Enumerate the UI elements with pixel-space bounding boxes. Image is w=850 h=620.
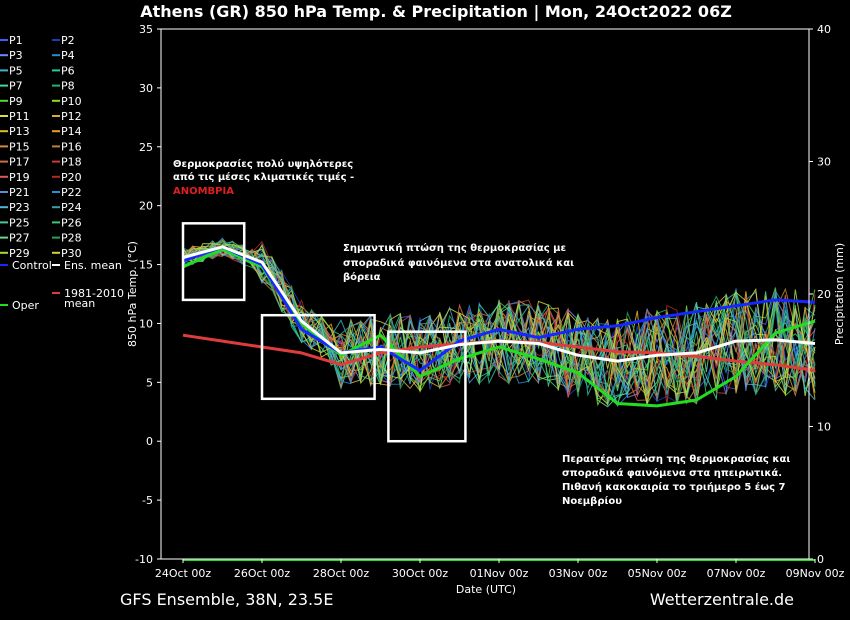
y2-tick-label: 10 xyxy=(817,421,831,434)
legend-item-p18: P18 xyxy=(61,156,82,169)
annotation-2-line-2: σποραδικά φαινόμενα στα ανατολικά και xyxy=(343,257,574,269)
plot-frame xyxy=(160,28,810,560)
legend-item-p29: P29 xyxy=(9,247,30,260)
x-tick-label: 26Oct 00z xyxy=(234,567,291,580)
highlighted-series xyxy=(182,245,816,561)
legend-item-p28: P28 xyxy=(61,232,82,245)
y-tick-label: 15 xyxy=(139,259,153,272)
model-caption: GFS Ensemble, 38N, 23.5E xyxy=(120,590,333,609)
y-tick-label: 20 xyxy=(139,200,153,213)
x-tick-label: 28Oct 00z xyxy=(313,567,370,580)
highlight-box-2 xyxy=(260,313,376,401)
series-line-p27 xyxy=(182,244,816,408)
annotation-2: Σημαντική πτώση της θερμοκρασίας με σπορ… xyxy=(343,242,574,283)
series-line-control xyxy=(182,245,816,373)
legend-item-p23: P23 xyxy=(9,201,30,214)
legend-item-p12: P12 xyxy=(61,110,82,123)
legend-item-p21: P21 xyxy=(9,186,30,199)
y2-axis-label: Precipitation (mm) xyxy=(833,243,846,345)
legend-item-p7: P7 xyxy=(9,80,23,93)
y2-tick-label: 40 xyxy=(817,23,831,36)
annotation-3-line-4: Νοεμβρίου xyxy=(562,495,622,507)
legend-item-p3: P3 xyxy=(9,49,23,62)
legend-item-p1: P1 xyxy=(9,34,23,47)
legend-item-oper: Oper xyxy=(12,299,39,312)
y-tick-label: 35 xyxy=(139,23,153,36)
annotation-3: Περαιτέρω πτώση της θερμοκρασίας και σπο… xyxy=(562,453,790,507)
annotation-1-line-2: από τις μέσες κλιματικές τιμές - xyxy=(173,171,354,183)
y2-tick-label: 20 xyxy=(817,288,831,301)
y-tick-label: 0 xyxy=(146,435,153,448)
y2-axis-ticks: 0 10 20 30 40 xyxy=(809,23,831,566)
annotation-3-line-1: Περαιτέρω πτώση της θερμοκρασίας και xyxy=(562,453,790,465)
y2-tick-label: 30 xyxy=(817,156,831,169)
y-tick-label: -5 xyxy=(142,494,153,507)
x-tick-label: 03Nov 00z xyxy=(549,567,608,580)
y-axis-ticks: -10 -5 0 5 10 15 20 25 30 35 xyxy=(135,23,161,566)
x-tick-label: 09Nov 00z xyxy=(786,567,845,580)
legend-item-p6: P6 xyxy=(61,64,75,77)
series-line-ens-mean xyxy=(182,245,816,363)
annotation-3-line-2: σποραδικά φαινόμενα στα ηπειρωτικά. xyxy=(562,467,782,479)
legend-item-p15: P15 xyxy=(9,140,30,153)
highlight-box-3 xyxy=(387,330,467,443)
site-caption: Wetterzentrale.de xyxy=(650,590,794,609)
highlight-boxes xyxy=(181,222,467,443)
legend-item-p2: P2 xyxy=(61,34,75,47)
annotation-1: Θερμοκρασίες πολύ υψηλότερες από τις μέσ… xyxy=(173,158,354,197)
x-tick-label: 05Nov 00z xyxy=(628,567,687,580)
legend-item-p14: P14 xyxy=(61,125,82,138)
legend-item-p9: P9 xyxy=(9,95,23,108)
legend-item-p19: P19 xyxy=(9,171,30,184)
legend-item-p22: P22 xyxy=(61,186,82,199)
legend-item-p26: P26 xyxy=(61,216,82,229)
y-tick-label: -10 xyxy=(135,553,153,566)
annotation-1-line-1: Θερμοκρασίες πολύ υψηλότερες xyxy=(173,158,353,170)
y-tick-label: 10 xyxy=(139,317,153,330)
annotation-1-line-3: ΑΝΟΜΒΡΙΑ xyxy=(173,186,234,197)
x-axis-label: Date (UTC) xyxy=(456,583,516,596)
legend-item-p27: P27 xyxy=(9,232,30,245)
legend-item-p16: P16 xyxy=(61,140,82,153)
y-axis-label: 850 hPa Temp. (°C) xyxy=(126,241,139,347)
chart-title: Athens (GR) 850 hPa Temp. & Precipitatio… xyxy=(140,2,732,22)
legend-item-p5: P5 xyxy=(9,64,23,77)
y-tick-label: 5 xyxy=(146,376,153,389)
legend-item-ens-mean: Ens. mean xyxy=(64,259,122,272)
legend-item-p30: P30 xyxy=(61,247,82,260)
highlight-box-1 xyxy=(181,222,246,302)
x-tick-label: 30Oct 00z xyxy=(392,567,449,580)
series-line-p28 xyxy=(182,238,816,407)
legend-item-p24: P24 xyxy=(61,201,82,214)
legend-item-p13: P13 xyxy=(9,125,30,138)
annotation-2-line-3: βόρεια xyxy=(343,271,381,283)
legend-item-p4: P4 xyxy=(61,49,75,62)
y2-tick-label: 0 xyxy=(817,553,824,566)
legend-item-p8: P8 xyxy=(61,80,75,93)
legend-item-p11: P11 xyxy=(9,110,30,123)
legend-item-p20: P20 xyxy=(61,171,82,184)
series-line-oper xyxy=(182,247,816,408)
annotation-3-line-3: Πιθανή κακοκαιρία το τριήμερο 5 έως 7 xyxy=(562,481,785,493)
legend-item-p17: P17 xyxy=(9,156,30,169)
legend-item-1981-2010-mean: 1981-2010 mean xyxy=(64,287,124,310)
legend-item-p25: P25 xyxy=(9,216,30,229)
annotation-2-line-1: Σημαντική πτώση της θερμοκρασίας με xyxy=(343,242,566,254)
y-tick-label: 30 xyxy=(139,82,153,95)
y-tick-label: 25 xyxy=(139,141,153,154)
legend: P1 P2 P3 P4 P5 P6 P7 P8 P9 P10 P11 P12 P13 P14 P15 P16 P… xyxy=(0,34,124,312)
x-tick-label: 24Oct 00z xyxy=(155,567,212,580)
legend-item-p10: P10 xyxy=(61,95,82,108)
x-axis-ticks: 24Oct 00z 26Oct 00z 28Oct 00z 30Oct 00z 01No… xyxy=(155,559,845,580)
x-tick-label: 07Nov 00z xyxy=(707,567,766,580)
x-tick-label: 01Nov 00z xyxy=(470,567,529,580)
legend-item-control: Control xyxy=(12,259,52,272)
